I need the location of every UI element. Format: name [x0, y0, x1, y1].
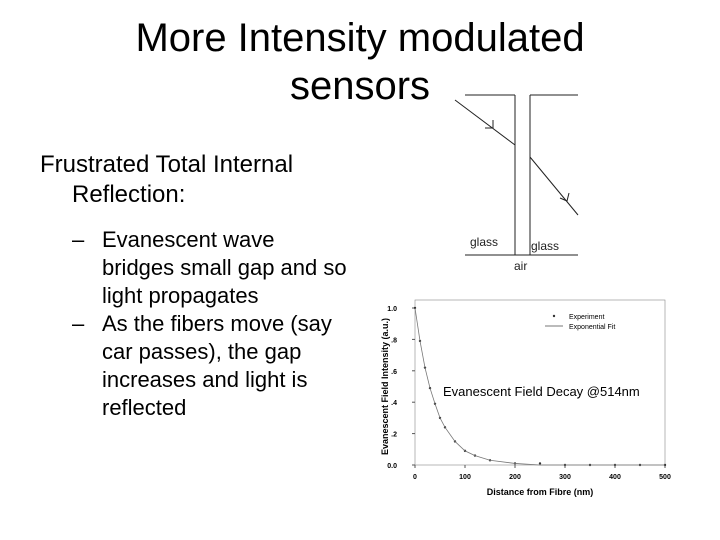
y-axis-label: Evanescent Field Intensity (a.u.) — [380, 318, 390, 455]
sub-bullet-text: Evanescent wave bridges small gap and so… — [102, 227, 347, 308]
ray — [529, 156, 579, 216]
marker: – — [72, 227, 85, 252]
arrow — [485, 120, 494, 129]
x-tick-label: 500 — [659, 474, 671, 481]
marker: – — [72, 311, 85, 336]
x-axis-label: Distance from Fibre (nm) — [487, 487, 594, 497]
title-line: More Intensity modulated — [135, 16, 585, 60]
label: glass — [470, 235, 498, 249]
sub-bullet: – Evanescent wave bridges small gap and s… — [72, 226, 352, 310]
x-tick-label: 300 — [559, 474, 571, 481]
annotation: Evanescent Field Decay @514nm — [443, 384, 640, 399]
legend-label: Experiment — [569, 314, 604, 321]
legend-label: Exponential Fit — [569, 324, 615, 331]
sub-bullet: – As the fibers move (say car passes), th… — [72, 310, 352, 422]
y-tick-label: .6 — [391, 369, 397, 376]
fit-line — [414, 307, 665, 466]
title-line: sensors — [289, 64, 431, 108]
x-tick-label: 200 — [509, 474, 521, 481]
arrow — [559, 192, 570, 202]
ray — [454, 99, 516, 146]
sub-bullet-text: As the fibers move (say car passes), the… — [102, 311, 332, 420]
bullet: Frustrated Total Internal Reflection: — [40, 151, 294, 208]
y-tick-label: .2 — [391, 432, 397, 439]
point — [538, 462, 542, 465]
label: glass — [531, 239, 559, 253]
chart: 0 100 200 300 400 500 0.0 .2 .4 .6 .8 1.0 Distance f… — [380, 299, 671, 497]
sub-bullets: – Evanescent wave bridges small gap and s… — [72, 226, 352, 422]
label: air — [514, 259, 527, 273]
y-tick-label: 1.0 — [387, 306, 397, 313]
diagram: glass glass air — [454, 94, 579, 273]
legend-swatch — [552, 314, 556, 318]
x-tick-label: 400 — [609, 474, 621, 481]
x-tick-label: 100 — [459, 474, 471, 481]
y-tick-label: 0.0 — [387, 463, 397, 470]
y-tick-label: .4 — [391, 400, 397, 407]
title: More Intensity modulated sensors — [60, 14, 660, 110]
x-tick-label: 0 — [413, 474, 417, 481]
y-tick-label: .8 — [391, 337, 397, 344]
plot-frame — [414, 299, 666, 466]
